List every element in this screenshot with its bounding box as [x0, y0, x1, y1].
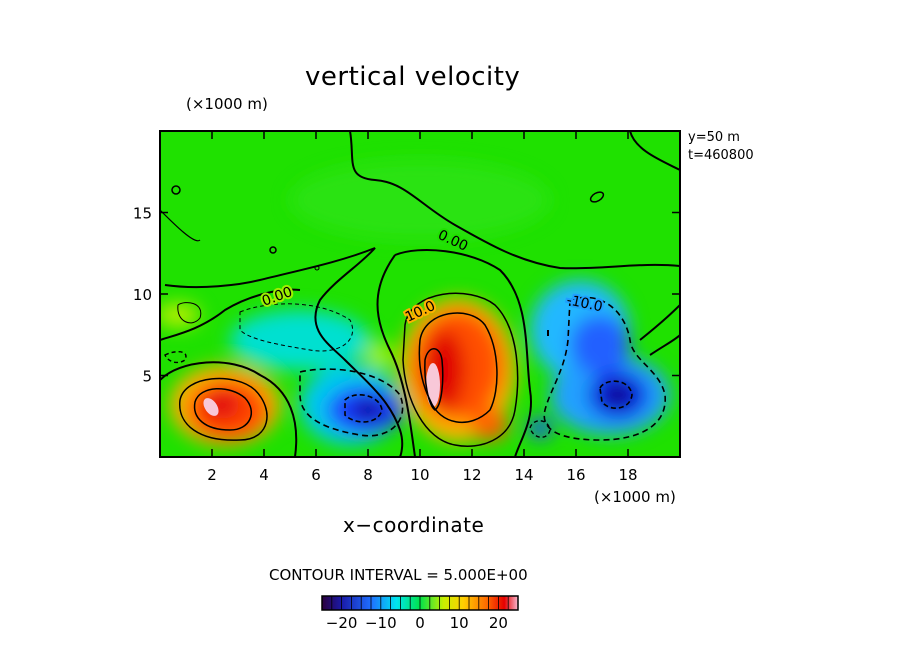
x-axis-label: x−coordinate: [343, 513, 485, 537]
y-axis: 5 10 15: [133, 205, 680, 386]
colorbar-tick-label: 0: [415, 614, 425, 632]
y-tick-label: 10: [133, 286, 152, 304]
x-tick-label: 8: [363, 466, 373, 484]
peak-center: [426, 363, 440, 407]
x-tick-label: 16: [566, 466, 585, 484]
colorbar: −20 −10 0 10 20: [321, 595, 519, 632]
x-tick-label: 12: [462, 466, 481, 484]
info-y: y=50 m: [688, 130, 740, 145]
chart-title: vertical velocity: [305, 62, 521, 92]
y-tick-label: 15: [133, 205, 152, 223]
colorbar-tick-label: −10: [365, 614, 397, 632]
colorbar-tick-label: 20: [489, 614, 508, 632]
contour-interval: CONTOUR INTERVAL = 5.000E+00: [269, 566, 528, 584]
x-tick-label: 14: [514, 466, 533, 484]
colorbar-tick-label: −20: [326, 614, 358, 632]
peak-left: [203, 398, 219, 416]
x-tick-label: 4: [259, 466, 269, 484]
info-t: t=460800: [688, 148, 754, 163]
x-tick-label: 10: [410, 466, 429, 484]
x-axis-unit: (×1000 m): [594, 488, 676, 506]
contour-lines: [160, 131, 680, 457]
y-axis-unit: (×1000 m): [186, 95, 268, 113]
x-tick-label: 6: [311, 466, 321, 484]
y-tick-label: 5: [142, 368, 152, 386]
x-axis: 2 4 6 8 10 12 14 16 18: [207, 131, 638, 484]
x-tick-label: 18: [618, 466, 637, 484]
colorbar-tick-label: 10: [450, 614, 469, 632]
x-tick-label: 2: [207, 466, 217, 484]
